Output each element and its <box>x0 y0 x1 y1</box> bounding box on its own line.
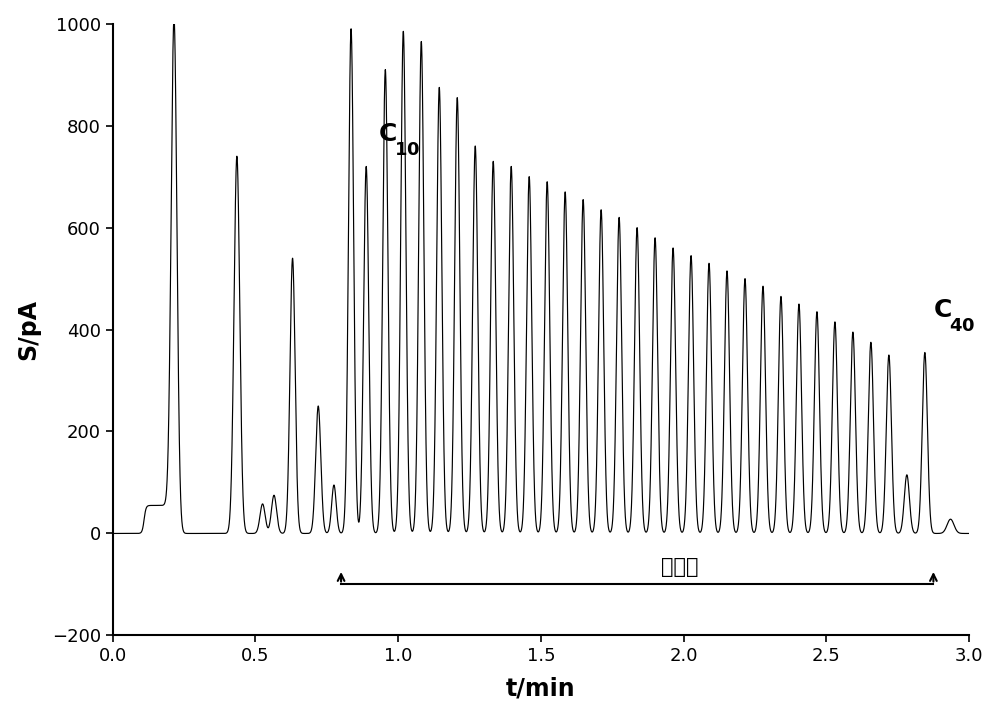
Text: $\mathbf{10}$: $\mathbf{10}$ <box>394 141 420 158</box>
Text: $\mathbf{40}$: $\mathbf{40}$ <box>949 317 975 335</box>
Y-axis label: S/pA: S/pA <box>17 299 41 360</box>
X-axis label: t/min: t/min <box>506 676 576 701</box>
Text: $\mathbf{C}$: $\mathbf{C}$ <box>933 298 952 322</box>
Text: $\mathbf{C}$: $\mathbf{C}$ <box>378 122 397 146</box>
Text: 积分段: 积分段 <box>661 557 699 576</box>
